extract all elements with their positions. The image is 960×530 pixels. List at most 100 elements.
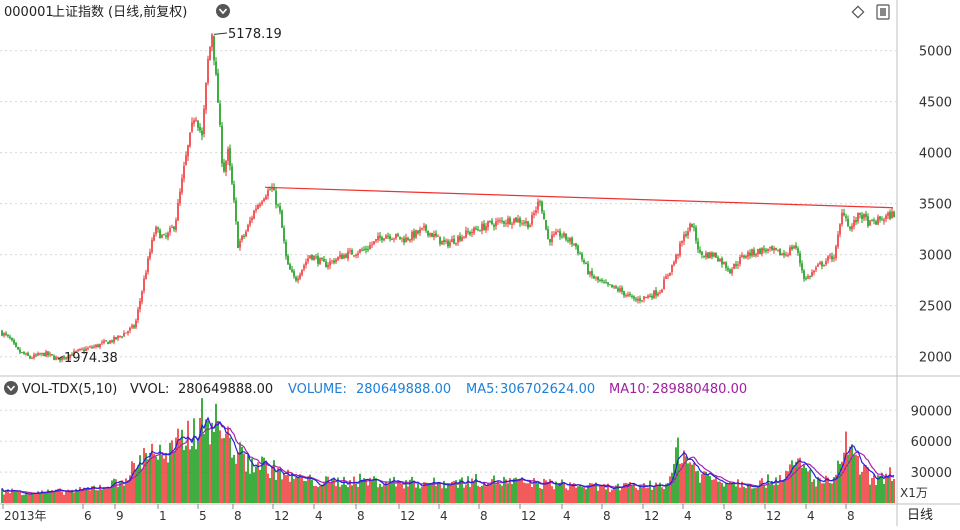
candle-body (699, 249, 701, 253)
diamond-icon[interactable] (851, 5, 865, 19)
volume-bar (827, 477, 829, 503)
candle-body (753, 249, 755, 256)
volume-bar (35, 493, 37, 503)
stock-name: 上证指数 (52, 5, 104, 20)
volume-bar (843, 452, 845, 503)
volume-bar (19, 491, 21, 503)
candle-body (55, 357, 57, 360)
candle-body (227, 148, 229, 161)
volume-bar (573, 483, 575, 503)
volume-bar (127, 480, 129, 503)
candle-body (549, 239, 551, 243)
volume-bar (309, 474, 311, 503)
candle-body (805, 278, 807, 280)
volume-bar (341, 484, 343, 503)
candle-body (321, 258, 323, 260)
candle-body (523, 222, 525, 224)
candle-body (745, 256, 747, 259)
candle-body (225, 161, 227, 172)
chevron-down-icon[interactable] (216, 4, 230, 18)
candle-body (383, 238, 385, 241)
candle-body (639, 298, 641, 301)
ma5-label: MA5: (466, 382, 499, 397)
candle-body (1, 330, 3, 336)
volume-bar (613, 488, 615, 503)
volume-bar (345, 484, 347, 503)
candle-body (95, 344, 97, 348)
candle-body (421, 227, 423, 230)
volume-bar (177, 428, 179, 503)
volume-bar (471, 478, 473, 503)
candle-body (349, 250, 351, 252)
vvol-value: 280649888.00 (178, 382, 273, 397)
volume-label: VOLUME: (288, 382, 347, 397)
volume-grid (0, 409, 897, 473)
candle-body (491, 220, 493, 225)
volume-indicator-icon[interactable] (4, 381, 18, 395)
window-icon[interactable] (876, 4, 890, 20)
volume-bar (219, 430, 221, 503)
candle-body (359, 249, 361, 253)
volume-bar (167, 462, 169, 503)
candle-body (561, 236, 563, 238)
volume-bar (507, 483, 509, 503)
volume-bar (261, 456, 263, 503)
volume-bar (571, 484, 573, 503)
candle-body (657, 293, 659, 296)
volume-bar (447, 483, 449, 503)
candle-body (233, 184, 235, 201)
period-label[interactable]: 日线 (907, 508, 933, 523)
candle-body (667, 275, 669, 277)
min-marker: 1974.38 (57, 351, 118, 366)
time-axis: 2013年 6 9 1 5 8 12 4 8 12 4 8 12 4 8 12 4 8 12 4 8 (2, 504, 855, 523)
volume-bar (147, 459, 149, 503)
candle-body (221, 125, 223, 164)
volume-bar (693, 462, 695, 503)
candle-body (25, 353, 27, 355)
candle-body (847, 218, 849, 227)
candle-body (755, 254, 757, 256)
volume-bar (537, 483, 539, 503)
volume-bar (581, 486, 583, 503)
volume-bar (725, 482, 727, 503)
candle-body (287, 255, 289, 265)
volume-bar (155, 456, 157, 503)
candle-body (197, 120, 199, 128)
volume-bar (789, 464, 791, 503)
volume-bar (351, 485, 353, 503)
candle-body (749, 252, 751, 256)
volume-bar (883, 483, 885, 503)
time-tick-label: 4 (315, 509, 323, 523)
volume-bar (709, 476, 711, 503)
candle-body (333, 260, 335, 263)
candle-body (711, 252, 713, 257)
candle-body (247, 224, 249, 232)
candle-body (69, 354, 71, 359)
volume-bar (533, 478, 535, 503)
candle-body (493, 224, 495, 227)
candle-body (133, 325, 135, 328)
volume-bar (781, 482, 783, 503)
candle-body (619, 288, 621, 292)
candle-body (659, 292, 661, 294)
volume-bar (615, 485, 617, 503)
candle-body (283, 227, 285, 242)
candle-body (729, 269, 731, 274)
candle-body (571, 237, 573, 245)
candle-body (495, 221, 497, 227)
volume-bar (603, 484, 605, 503)
candle-body (309, 255, 311, 259)
volume-bar (479, 487, 481, 503)
volume-bar (455, 480, 457, 503)
candle-body (609, 284, 611, 286)
volume-bar (539, 487, 541, 503)
volume-bar (659, 482, 661, 503)
candle-body (825, 261, 827, 265)
candle-body (397, 234, 399, 236)
volume-bar (703, 471, 705, 503)
volume-bar (553, 489, 555, 503)
candle-body (285, 241, 287, 257)
candle-body (797, 248, 799, 253)
volume-bar (655, 482, 657, 503)
volume-bar (831, 483, 833, 503)
